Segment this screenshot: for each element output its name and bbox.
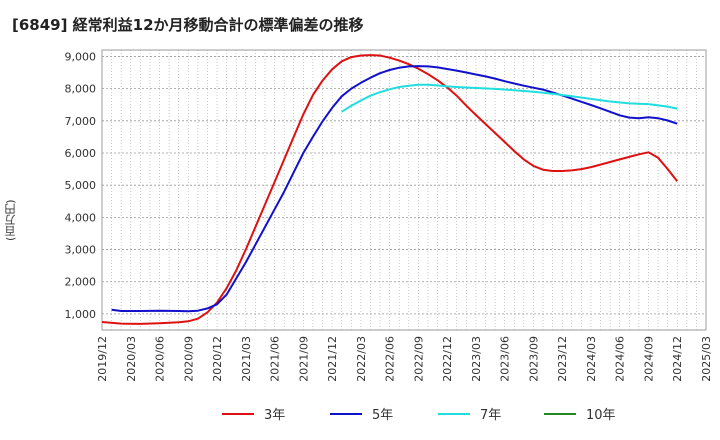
- x-tick-label: 2024/09: [642, 336, 655, 382]
- y-tick-label: 2,000: [65, 276, 97, 289]
- legend-label: 3年: [264, 408, 285, 423]
- x-tick-label: 2022/12: [441, 336, 454, 382]
- legend-label: 7年: [480, 408, 501, 423]
- x-tick-label: 2020/03: [125, 336, 138, 382]
- x-tick-label: 2022/06: [384, 336, 397, 382]
- x-tick-label: 2021/09: [297, 336, 310, 382]
- x-tick-label: 2025/03: [700, 336, 713, 382]
- x-tick-label: 2020/09: [182, 336, 195, 382]
- x-tick-label: 2021/12: [326, 336, 339, 382]
- x-tick-label: 2021/03: [240, 336, 253, 382]
- x-tick-label: 2020/06: [154, 336, 167, 382]
- x-tick-label: 2022/09: [412, 336, 425, 382]
- x-tick-label: 2021/06: [269, 336, 282, 382]
- x-tick-label: 2023/03: [470, 336, 483, 382]
- x-tick-label: 2022/03: [355, 336, 368, 382]
- x-tick-label: 2024/06: [614, 336, 627, 382]
- x-tick-label: 2020/12: [211, 336, 224, 382]
- y-tick-label: 3,000: [65, 244, 97, 257]
- x-tick-label: 2019/12: [96, 336, 109, 382]
- y-tick-label: 7,000: [65, 115, 97, 128]
- y-tick-label: 1,000: [65, 308, 97, 321]
- chart-title: [6849] 経常利益12か月移動合計の標準偏差の推移: [12, 16, 364, 34]
- y-tick-label: 6,000: [65, 147, 97, 160]
- x-tick-label: 2023/12: [556, 336, 569, 382]
- legend-label: 5年: [372, 408, 393, 423]
- series-line-3: [341, 83, 678, 113]
- series-line-2: [111, 65, 678, 313]
- y-tick-label: 5,000: [65, 179, 97, 192]
- x-tick-label: 2023/09: [527, 336, 540, 382]
- y-tick-label: 4,000: [65, 211, 97, 224]
- legend-label: 10年: [586, 408, 616, 423]
- y-tick-label: 8,000: [65, 83, 97, 96]
- x-tick-label: 2024/12: [671, 336, 684, 382]
- x-tick-label: 2024/03: [585, 336, 598, 382]
- series-line-1: [101, 54, 678, 325]
- y-tick-label: 9,000: [65, 50, 97, 63]
- plot-area: [101, 49, 707, 331]
- x-tick-label: 2023/06: [499, 336, 512, 382]
